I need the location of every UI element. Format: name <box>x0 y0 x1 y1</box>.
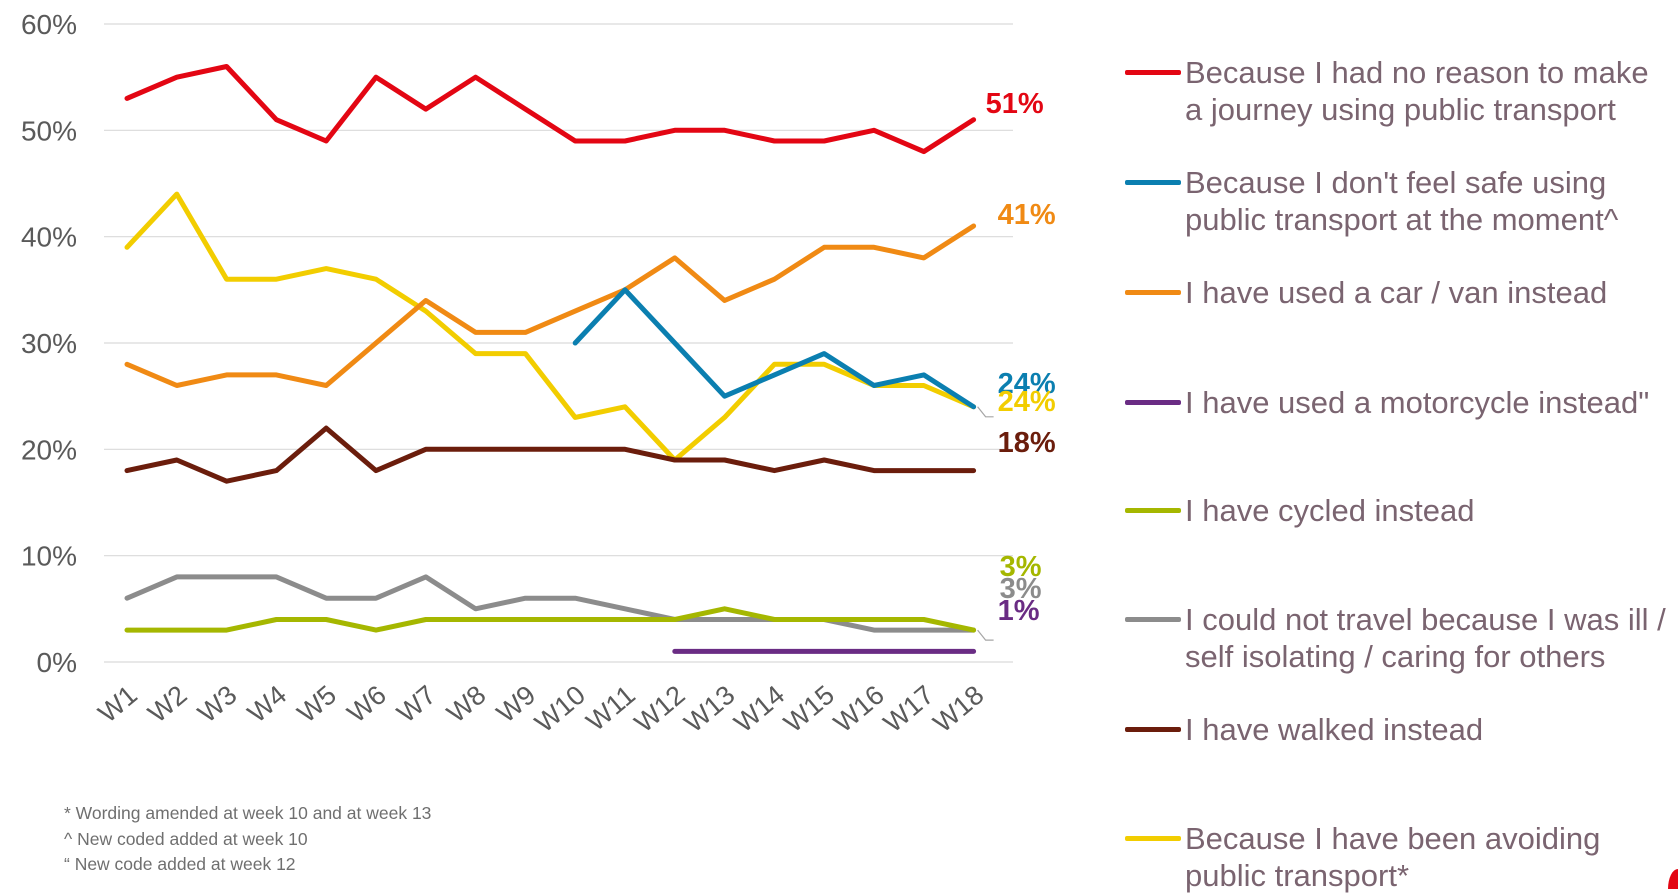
x-tick-label: W4 <box>242 680 292 729</box>
series-line <box>124 191 977 463</box>
legend-label: Because I don't feel safe using public t… <box>1185 165 1619 237</box>
series-line <box>572 287 977 410</box>
end-label: 41% <box>998 199 1056 231</box>
line-chart: 0%10%20%30%40%50%60% W1 W2 W3 W4 W5 W6 W7 W8 W9W… <box>21 9 1056 739</box>
x-tick-label: W12 <box>629 680 691 739</box>
x-tick-label: W17 <box>878 680 940 739</box>
end-label: 3% <box>1000 551 1042 583</box>
legend-swatch <box>1125 290 1181 295</box>
x-tick-label: W7 <box>391 680 441 729</box>
x-tick-label: W13 <box>679 680 741 739</box>
y-axis-ticks: 0% 10% 20% 30% 40% 50% 60% <box>21 9 77 678</box>
series-line <box>124 606 977 633</box>
legend-label: I have used a motorcycle instead" <box>1185 385 1650 420</box>
x-tick-label: W14 <box>728 680 790 739</box>
x-tick-label: W5 <box>292 680 342 729</box>
x-tick-label: W10 <box>529 680 591 739</box>
y-tick-label: 50% <box>21 115 77 146</box>
x-axis-ticks: W1 W2 W3 W4 W5 W6 W7 W8 W9W10W11W12W13W14W15W16W… <box>93 680 990 739</box>
end-label: 24% <box>998 386 1056 418</box>
end-label: 1% <box>998 595 1040 627</box>
legend-swatch <box>1125 617 1181 622</box>
x-tick-label: W3 <box>192 680 242 729</box>
legend-swatch <box>1125 400 1181 405</box>
x-tick-label: W2 <box>142 680 192 729</box>
label-leader <box>977 629 994 641</box>
end-label: 3% <box>1000 573 1042 605</box>
gridlines <box>104 23 1013 663</box>
y-tick-label: 30% <box>21 328 77 359</box>
end-label: 24% <box>998 368 1056 400</box>
end-labels: 51%24%41%1%3%3%18%24% <box>977 88 1056 641</box>
footnote: ^ New coded added at week 10 <box>64 828 308 849</box>
legend-label: I could not travel because I was ill / s… <box>1185 602 1666 674</box>
series-line <box>124 223 977 388</box>
y-tick-label: 20% <box>21 434 77 465</box>
legend-label: I have walked instead <box>1185 712 1484 747</box>
legend-swatch <box>1125 70 1181 75</box>
brand-corner-mark <box>1668 869 1678 889</box>
x-tick-label: W6 <box>342 680 392 729</box>
legend-swatch <box>1125 180 1181 185</box>
end-label: 18% <box>998 427 1056 459</box>
footnote: “ New code added at week 12 <box>64 854 296 874</box>
legend-label: Because I had no reason to make a journe… <box>1185 55 1649 127</box>
y-tick-label: 0% <box>37 647 77 678</box>
end-label: 51% <box>986 88 1044 120</box>
footnotes: * Wording amended at week 10 and at week… <box>64 801 431 878</box>
x-tick-label: W18 <box>928 680 990 739</box>
series-line <box>124 425 977 484</box>
y-tick-label: 60% <box>21 9 77 40</box>
x-tick-label: W8 <box>441 680 491 729</box>
series-line <box>124 64 977 155</box>
legend-label: I have used a car / van instead <box>1185 275 1608 310</box>
legend-swatch <box>1125 836 1181 841</box>
x-tick-label: W16 <box>828 680 890 739</box>
x-tick-label: W11 <box>581 680 641 737</box>
y-tick-label: 10% <box>21 541 77 572</box>
footnote: * Wording amended at week 10 and at week… <box>64 803 432 823</box>
x-tick-label: W15 <box>778 680 840 739</box>
legend-label: Because I have been avoiding public tran… <box>1185 821 1601 893</box>
series-lines <box>124 64 977 654</box>
x-tick-label: W1 <box>93 680 143 729</box>
label-leader <box>977 406 994 418</box>
y-tick-label: 40% <box>21 222 77 253</box>
legend-label: I have cycled instead <box>1185 493 1475 528</box>
legend-swatch <box>1125 508 1181 513</box>
legend-swatch <box>1125 727 1181 732</box>
